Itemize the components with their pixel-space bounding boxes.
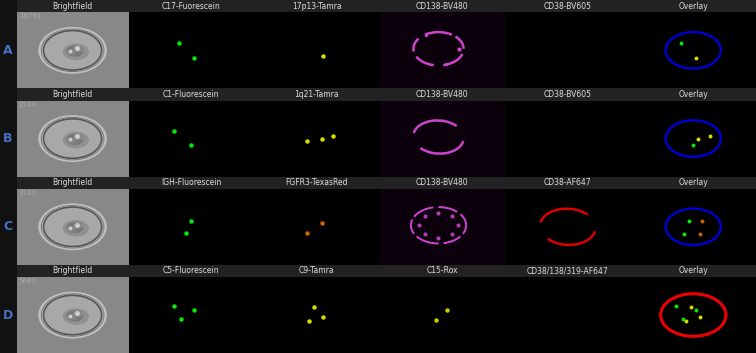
Text: 17p13-Tamra: 17p13-Tamra [292, 2, 342, 11]
Text: Brightfield: Brightfield [52, 267, 93, 275]
Ellipse shape [64, 132, 88, 148]
Ellipse shape [67, 315, 76, 319]
Text: Overlay: Overlay [678, 178, 708, 187]
Circle shape [44, 31, 101, 70]
Circle shape [39, 116, 106, 161]
Ellipse shape [73, 134, 82, 140]
Text: Overlay: Overlay [678, 90, 708, 99]
Text: 5680: 5680 [19, 278, 37, 284]
Text: Overlay: Overlay [678, 267, 708, 275]
Text: Overlay: Overlay [678, 2, 708, 11]
Circle shape [39, 292, 106, 338]
Ellipse shape [67, 50, 76, 55]
Text: CD138-BV480: CD138-BV480 [416, 178, 469, 187]
Ellipse shape [73, 223, 82, 228]
Ellipse shape [67, 138, 76, 143]
Text: Brightfield: Brightfield [52, 2, 93, 11]
Text: CD38-BV605: CD38-BV605 [544, 2, 592, 11]
Text: CD138-BV480: CD138-BV480 [416, 2, 469, 11]
Text: A: A [3, 44, 13, 57]
Text: CD38/138/319-AF647: CD38/138/319-AF647 [527, 267, 609, 275]
Text: D: D [3, 309, 14, 322]
Ellipse shape [73, 46, 82, 52]
Text: 1q21-Tamra: 1q21-Tamra [294, 90, 339, 99]
Text: C: C [3, 220, 12, 233]
Text: 3100: 3100 [19, 190, 37, 196]
Circle shape [39, 28, 106, 73]
Text: 2749: 2749 [19, 102, 36, 108]
Text: CD138-BV480: CD138-BV480 [416, 90, 469, 99]
Text: Brightfield: Brightfield [52, 90, 93, 99]
Ellipse shape [67, 227, 76, 231]
Ellipse shape [73, 311, 82, 316]
Text: FGFR3-TexasRed: FGFR3-TexasRed [286, 178, 348, 187]
Text: C5-Fluorescein: C5-Fluorescein [163, 267, 219, 275]
Ellipse shape [64, 44, 88, 59]
Ellipse shape [64, 221, 88, 236]
Text: Brightfield: Brightfield [52, 178, 93, 187]
Circle shape [44, 207, 101, 246]
Text: C9-Tamra: C9-Tamra [299, 267, 335, 275]
Ellipse shape [67, 223, 82, 233]
Ellipse shape [67, 134, 82, 144]
Text: B: B [3, 132, 13, 145]
Text: 18791: 18791 [19, 13, 42, 19]
Ellipse shape [64, 309, 88, 324]
Ellipse shape [67, 311, 82, 321]
Text: CD38-BV605: CD38-BV605 [544, 90, 592, 99]
Ellipse shape [67, 46, 82, 56]
Text: C1-Fluorescein: C1-Fluorescein [163, 90, 219, 99]
Text: IGH-Fluorescein: IGH-Fluorescein [161, 178, 222, 187]
Circle shape [39, 204, 106, 250]
Text: CD38-AF647: CD38-AF647 [544, 178, 591, 187]
Circle shape [44, 295, 101, 335]
Circle shape [44, 119, 101, 158]
Text: C15-Rox: C15-Rox [426, 267, 458, 275]
Text: C17-Fuorescein: C17-Fuorescein [162, 2, 221, 11]
